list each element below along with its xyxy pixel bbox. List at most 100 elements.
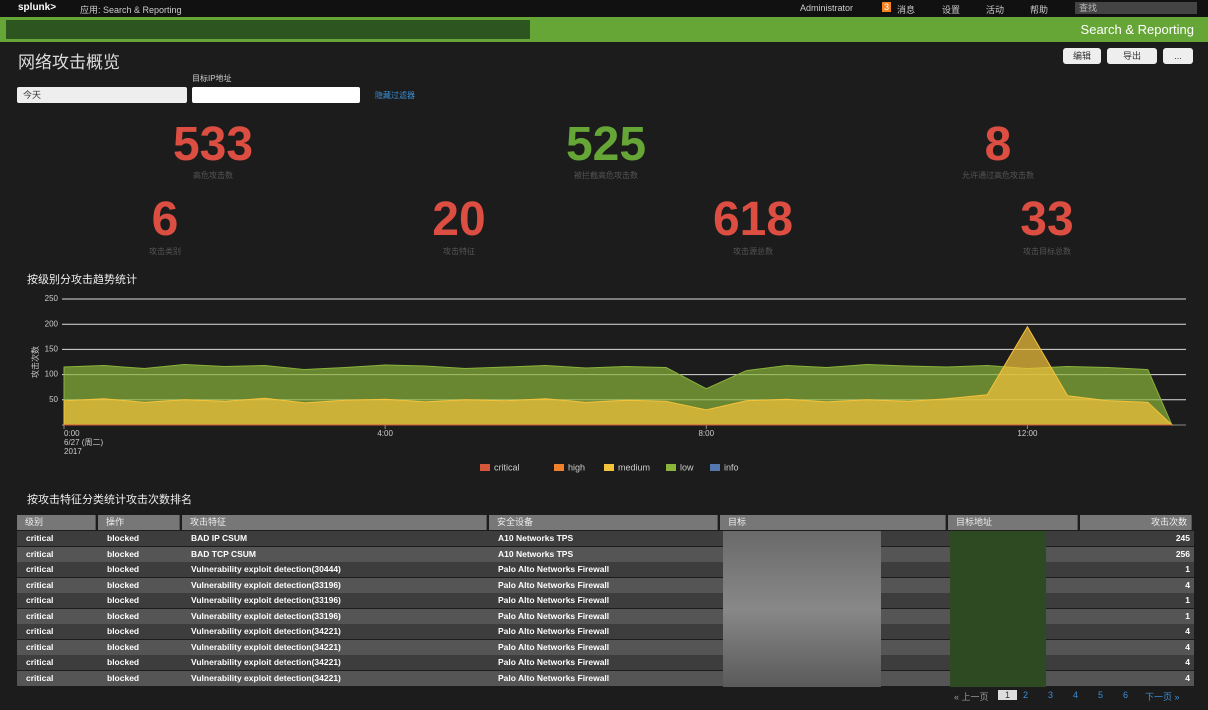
table-cell: 1 (1185, 595, 1190, 605)
legend-label: high (568, 462, 585, 472)
table-row (17, 577, 1194, 593)
dashboard-title: 网络攻击概览 (18, 53, 120, 72)
filter-label: 目标IP地址 (192, 74, 232, 83)
single-value: 618 (712, 193, 794, 246)
single-value: 20 (432, 193, 486, 246)
table-cell: Palo Alto Networks Firewall (498, 595, 610, 605)
next-page[interactable]: 下一页 » (1145, 692, 1180, 702)
app-bar: Search & Reporting (0, 17, 1208, 42)
table-cell: Vulnerability exploit detection(33196) (191, 595, 341, 605)
hide-filters-link[interactable]: 隐藏过滤器 (375, 91, 415, 100)
single-value: 525 (565, 118, 647, 171)
table-row (17, 531, 1194, 546)
single-label: 攻击特征 (443, 247, 475, 256)
table-title: 按攻击特征分类统计攻击次数排名 (27, 494, 192, 506)
menu[interactable]: 活动 (986, 5, 1005, 15)
column-header: 操作 (98, 515, 180, 530)
page-link[interactable]: 1 (998, 690, 1018, 700)
prev-page[interactable]: « 上一页 (954, 692, 989, 702)
page-link[interactable]: 5 (1098, 690, 1104, 700)
table-row (17, 562, 1194, 577)
chart-title: 按级别分攻击趋势统计 (27, 272, 137, 286)
legend-label: info (724, 462, 739, 472)
table-cell: BAD TCP CSUM (191, 548, 257, 559)
page-link[interactable]: 6 (1123, 690, 1129, 700)
legend-swatch (554, 464, 564, 471)
time-dropdown[interactable]: 今天 (17, 87, 187, 103)
legend-label: medium (618, 462, 650, 472)
user-menu[interactable]: Administrator (800, 3, 854, 13)
table-cell: 4 (1185, 579, 1190, 590)
column-header: 目标 (720, 515, 946, 530)
search-box[interactable]: 查找 (1075, 2, 1197, 14)
table-cell: 4 (1185, 657, 1190, 667)
ip-input[interactable] (192, 87, 360, 103)
legend-swatch (480, 464, 490, 471)
single-label: 攻击类别 (149, 247, 181, 256)
table-cell: critical (26, 548, 54, 559)
table-cell: 1 (1185, 564, 1190, 574)
table-row (17, 624, 1194, 639)
table-cell: Vulnerability exploit detection(34221) (191, 641, 341, 652)
table-cell: blocked (107, 533, 140, 543)
table-row (17, 655, 1194, 670)
table-cell: blocked (107, 595, 140, 605)
table-cell: Palo Alto Networks Firewall (498, 610, 610, 621)
single-label: 高危攻击数 (193, 171, 233, 180)
export-button[interactable]: 导出 (1107, 48, 1157, 64)
table-cell: blocked (107, 672, 140, 683)
table-cell: critical (26, 595, 54, 605)
single-label: 攻击源总数 (733, 247, 773, 256)
table-cell: critical (26, 626, 54, 636)
table-cell: blocked (107, 610, 140, 621)
table-cell: critical (26, 672, 54, 683)
edit-button[interactable]: 编辑 (1063, 48, 1101, 64)
single-value: 533 (172, 118, 254, 171)
data-table: 级别 操作 攻击特征 安全设备 目标 目标地址 攻击次数 critical blocked BAD… (17, 515, 1194, 687)
page-link[interactable]: 4 (1073, 690, 1079, 700)
page-link[interactable]: 3 (1048, 690, 1054, 700)
table-cell: Vulnerability exploit detection(34221) (191, 672, 341, 683)
app-title: Search & Reporting (1080, 22, 1194, 37)
menu[interactable]: 消息 (897, 5, 916, 15)
top-bar: splunk> 应用: Search & Reporting Administr… (0, 0, 1208, 17)
y-tick-label: 50 (49, 395, 58, 404)
table-cell: Vulnerability exploit detection(34221) (191, 626, 341, 636)
table-row (17, 546, 1194, 562)
table-cell: Palo Alto Networks Firewall (498, 564, 610, 574)
legend-label: low (680, 462, 694, 472)
more-button[interactable]: ... (1163, 48, 1193, 64)
app-menu[interactable]: 应用: Search & Reporting (80, 5, 182, 15)
table-cell: Vulnerability exploit detection(33196) (191, 610, 341, 621)
redacted-address (950, 531, 1046, 687)
table-row (17, 670, 1194, 686)
table-cell: A10 Networks TPS (498, 533, 574, 543)
table-cell: 4 (1185, 626, 1190, 636)
single-label: 允许通过高危攻击数 (962, 171, 1034, 180)
y-axis-label: 攻击次数 (30, 346, 40, 378)
y-tick-label: 150 (45, 345, 59, 354)
table-cell: 4 (1185, 641, 1190, 652)
table-cell: blocked (107, 548, 140, 559)
redacted-target (723, 531, 881, 687)
menu[interactable]: 设置 (942, 5, 961, 15)
table-row (17, 639, 1194, 655)
y-tick-label: 200 (45, 319, 59, 328)
logo[interactable]: splunk> (18, 2, 57, 13)
table-cell: BAD IP CSUM (191, 533, 248, 543)
single-label: 攻击目标总数 (1023, 247, 1071, 256)
legend-swatch (604, 464, 614, 471)
table-cell: Palo Alto Networks Firewall (498, 626, 610, 636)
table-cell: Palo Alto Networks Firewall (498, 672, 610, 683)
table-cell: blocked (107, 626, 140, 636)
y-tick-label: 100 (45, 370, 59, 379)
page-link[interactable]: 2 (1023, 690, 1029, 700)
column-header: 目标地址 (948, 515, 1078, 530)
table-cell: Palo Alto Networks Firewall (498, 579, 610, 590)
table-cell: 1 (1185, 610, 1190, 621)
column-header: 安全设备 (489, 515, 718, 530)
menu[interactable]: 帮助 (1030, 5, 1049, 15)
table-cell: critical (26, 641, 54, 652)
single-value: 8 (984, 118, 1012, 171)
